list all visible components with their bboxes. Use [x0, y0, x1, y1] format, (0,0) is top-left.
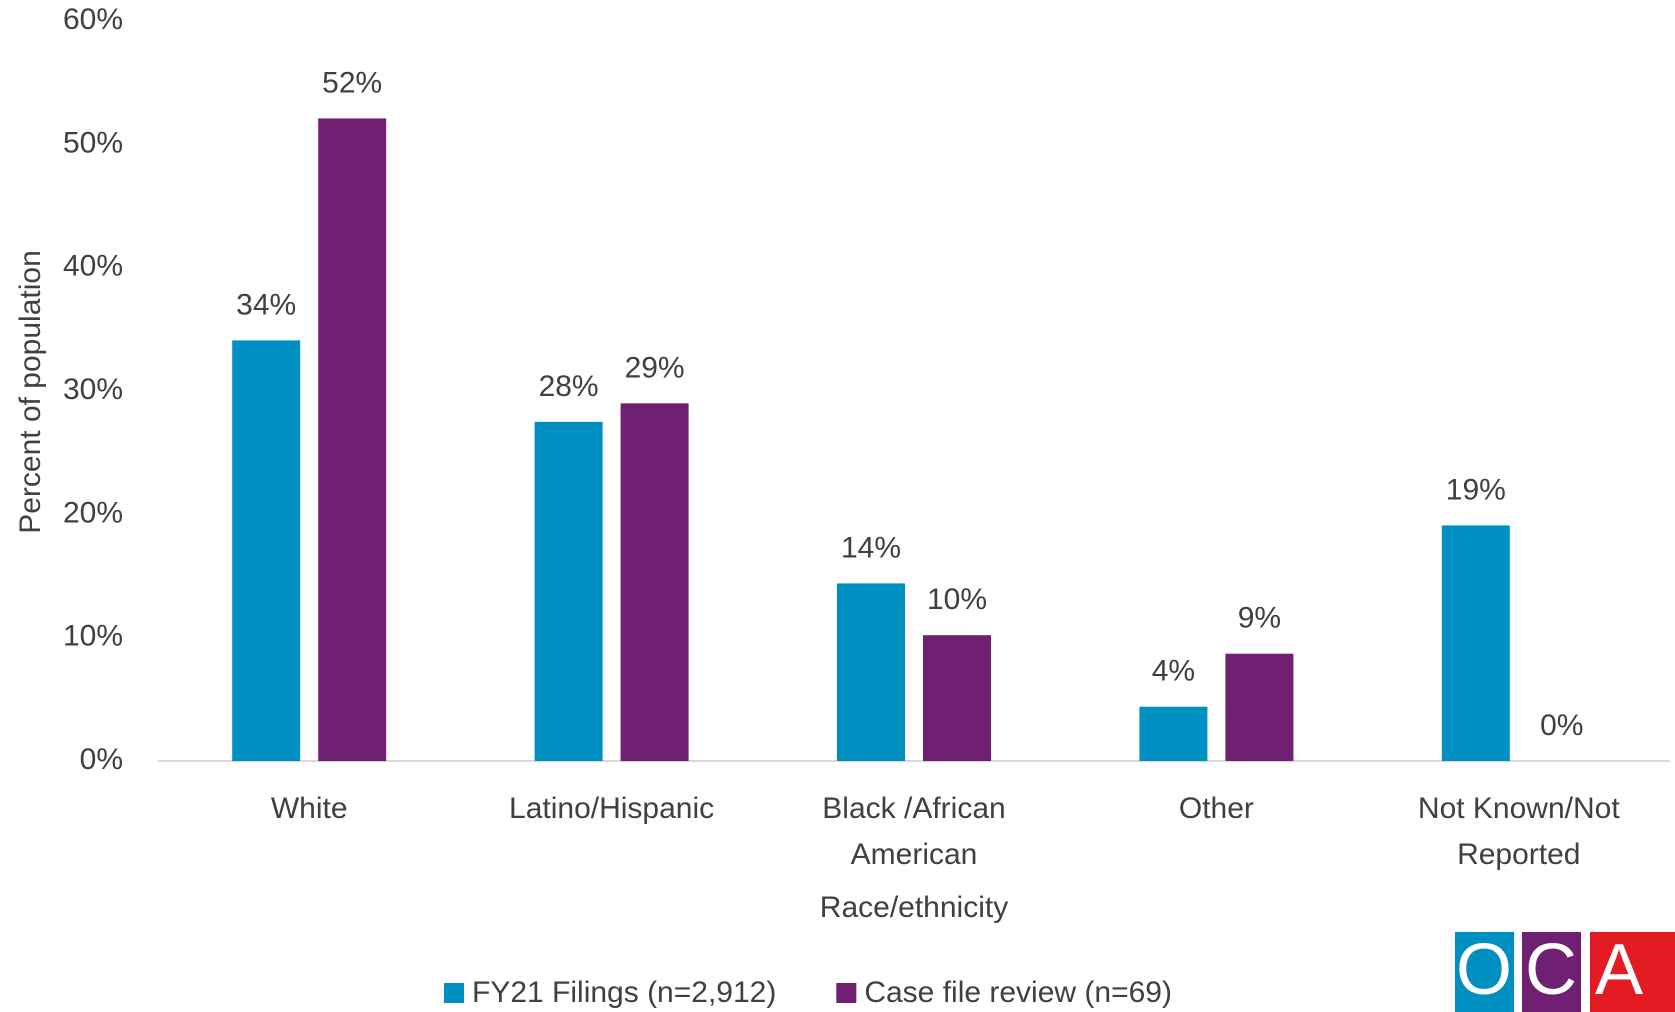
bar — [837, 583, 905, 761]
logo-letter: O — [1456, 930, 1512, 1010]
data-label: 28% — [539, 370, 599, 403]
bar — [318, 118, 387, 761]
logo-box — [1522, 932, 1581, 1012]
y-tick-label: 30% — [63, 373, 123, 406]
x-tick-label: Latino/Hispanic — [509, 792, 715, 825]
data-label: 9% — [1238, 602, 1281, 635]
data-label: 52% — [322, 66, 382, 99]
legend-label: Case file review (n=69) — [864, 976, 1172, 1009]
x-tick-label-box: Latino/Hispanic — [509, 792, 715, 825]
y-tick-label: 50% — [63, 126, 123, 159]
x-tick-label: Black /African American — [822, 792, 1006, 871]
logo-letter: C — [1525, 930, 1577, 1010]
bar — [1441, 525, 1510, 761]
bar — [232, 340, 301, 761]
data-label: 34% — [236, 288, 296, 321]
y-tick-label: 20% — [63, 496, 123, 529]
legend-swatch — [836, 983, 857, 1003]
bar — [1139, 706, 1208, 761]
y-tick-label: 10% — [63, 620, 123, 653]
x-tick-label: Not Known/Not Reported — [1417, 792, 1620, 871]
data-label: 10% — [927, 583, 987, 616]
bar — [620, 403, 689, 761]
y-tick-label: 40% — [63, 250, 123, 283]
x-tick-label: White — [270, 792, 348, 825]
x-tick-label-box: Black /African American — [822, 792, 1006, 871]
legend-label: FY21 Filings (n=2,912) — [472, 976, 776, 1009]
data-label: 4% — [1152, 655, 1195, 688]
bar — [923, 635, 991, 761]
x-tick-label-box: Not Known/Not Reported — [1417, 792, 1620, 871]
data-label: 14% — [841, 531, 901, 564]
y-tick-label: 0% — [80, 743, 123, 776]
x-axis-label: Race/ethnicity — [820, 891, 1008, 924]
data-label: 29% — [625, 351, 685, 384]
data-label: 0% — [1540, 709, 1583, 742]
legend-swatch — [444, 983, 464, 1003]
x-tick-label-box: White — [270, 792, 348, 825]
logo-letter: A — [1595, 930, 1643, 1010]
y-tick-label: 60% — [63, 3, 123, 36]
x-tick-label-box: Other — [1178, 792, 1254, 825]
logo-box — [1455, 932, 1514, 1012]
bar — [534, 421, 603, 761]
bar — [1225, 653, 1294, 761]
data-label: 19% — [1446, 473, 1506, 506]
logo-box — [1590, 932, 1675, 1012]
y-axis-label: Percent of population — [14, 250, 47, 534]
x-tick-label: Other — [1178, 792, 1254, 825]
